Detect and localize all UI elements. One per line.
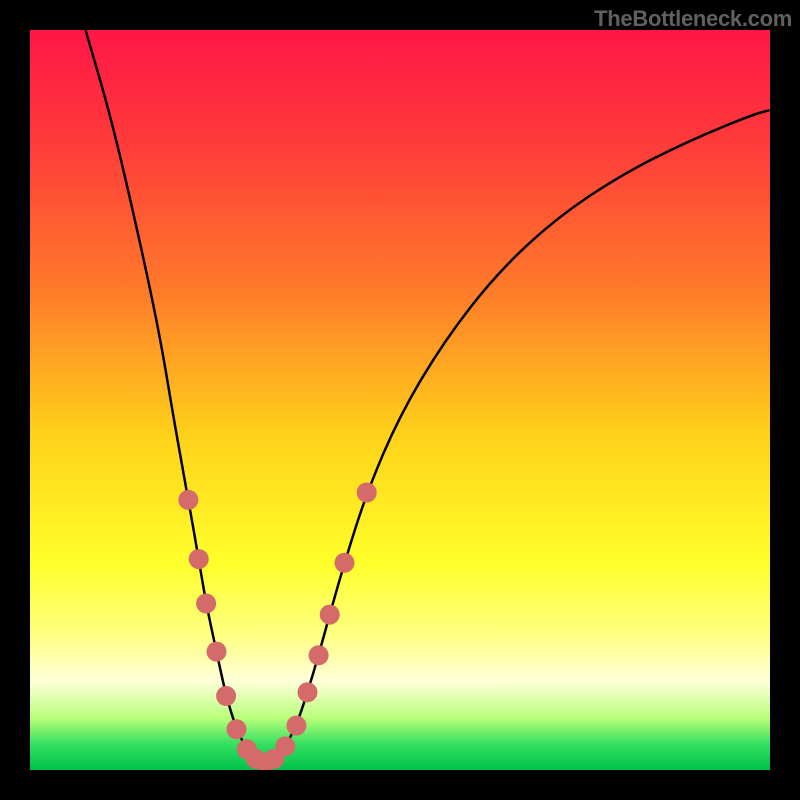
marker-point xyxy=(309,645,329,665)
marker-point xyxy=(275,736,295,756)
marker-point xyxy=(226,719,246,739)
marker-point xyxy=(320,605,340,625)
marker-point xyxy=(206,642,226,662)
marker-point xyxy=(196,594,216,614)
gradient-background xyxy=(30,30,770,770)
chart-svg xyxy=(30,30,770,770)
marker-point xyxy=(178,490,198,510)
marker-point xyxy=(189,549,209,569)
marker-point xyxy=(216,686,236,706)
chart-container: TheBottleneck.com xyxy=(0,0,800,800)
marker-point xyxy=(357,483,377,503)
marker-point xyxy=(298,682,318,702)
plot-area xyxy=(30,30,770,770)
marker-point xyxy=(286,716,306,736)
watermark-text: TheBottleneck.com xyxy=(594,6,792,32)
marker-point xyxy=(335,553,355,573)
